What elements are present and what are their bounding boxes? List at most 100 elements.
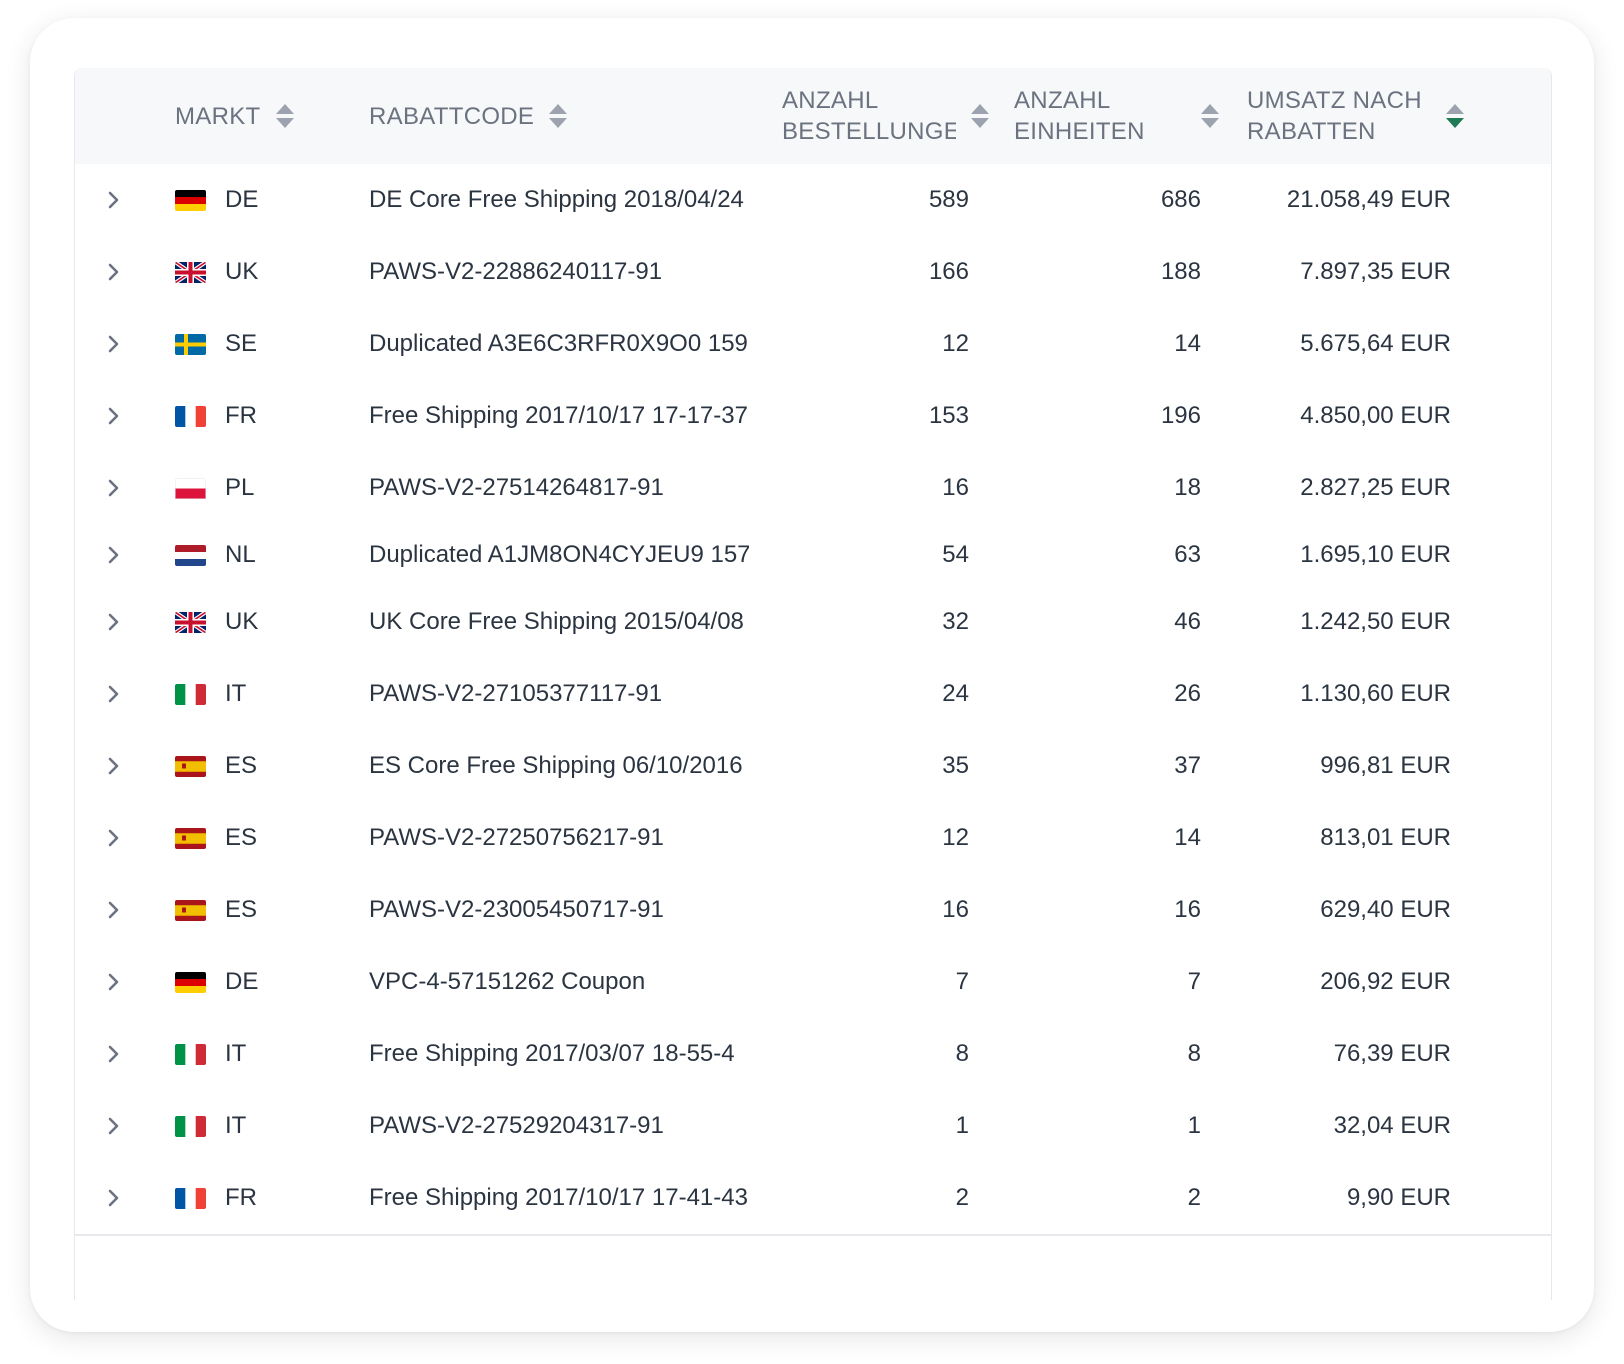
flag-nl-icon <box>175 544 206 566</box>
flag-uk-icon <box>175 611 206 633</box>
order-count: 166 <box>928 258 969 285</box>
expand-row-chevron-icon[interactable] <box>103 874 123 946</box>
revenue-after-discounts: 1.130,60 EUR <box>1300 680 1451 707</box>
flag-de-icon <box>175 971 206 993</box>
revenue-after-discounts: 21.058,49 EUR <box>1286 186 1451 213</box>
unit-count: 37 <box>1174 752 1201 779</box>
discount-code: PAWS-V2-27529204317-91 <box>369 1112 664 1139</box>
expand-row-chevron-icon[interactable] <box>103 802 123 874</box>
table-row[interactable]: IT PAWS-V2-27529204317-91 1 1 32,04 EUR <box>75 1090 1551 1164</box>
sort-descending-icon[interactable] <box>1445 103 1465 129</box>
country-flag-icon <box>175 380 207 452</box>
unit-count: 14 <box>1174 824 1201 851</box>
column-header-label-line: RABATTEN <box>1247 118 1376 145</box>
unit-count: 18 <box>1174 474 1201 501</box>
expand-row-chevron-icon[interactable] <box>103 236 123 308</box>
flag-fr-icon <box>175 405 206 427</box>
column-header-label: UMSATZ NACH RABATTEN <box>1247 85 1431 147</box>
order-count: 16 <box>942 474 969 501</box>
unit-count: 686 <box>1160 186 1201 213</box>
order-count: 589 <box>928 186 969 213</box>
country-flag-icon <box>175 658 207 730</box>
country-flag-icon <box>175 946 207 1018</box>
discount-code: Duplicated A3E6C3RFR0X9O0 159 <box>369 330 748 357</box>
table-row[interactable]: UK UK Core Free Shipping 2015/04/08 32 46 1.… <box>75 586 1551 660</box>
country-flag-icon <box>175 236 207 308</box>
table-row[interactable]: FR Free Shipping 2017/10/17 17-41-43 2 2 9,9… <box>75 1162 1551 1236</box>
table-row[interactable]: IT PAWS-V2-27105377117-91 24 26 1.130,60 EUR <box>75 658 1551 732</box>
country-flag-icon <box>175 1090 207 1162</box>
flag-it-icon <box>175 1043 206 1065</box>
table-row[interactable]: FR Free Shipping 2017/10/17 17-17-37 153 19… <box>75 380 1551 454</box>
unit-count: 196 <box>1160 402 1201 429</box>
flag-pl-icon <box>175 477 206 499</box>
expand-row-chevron-icon[interactable] <box>103 730 123 802</box>
table-header: MARKT RABATTCODE ANZAHL BESTELLUNGEN ANZAHL E… <box>75 68 1551 165</box>
discount-code: DE Core Free Shipping 2018/04/24 <box>369 186 744 213</box>
expand-row-chevron-icon[interactable] <box>103 452 123 524</box>
market-code: ES <box>225 824 258 851</box>
table-row[interactable]: UK PAWS-V2-22886240117-91 166 188 7.897,35 E… <box>75 236 1551 310</box>
column-header-umsatz[interactable]: UMSATZ NACH RABATTEN <box>1247 68 1475 164</box>
market-code: ES <box>225 896 258 923</box>
order-count: 7 <box>955 968 969 995</box>
expand-row-chevron-icon[interactable] <box>103 658 123 730</box>
column-header-markt[interactable]: MARKT <box>175 68 325 164</box>
table-row[interactable]: DE DE Core Free Shipping 2018/04/24 589 686… <box>75 164 1551 238</box>
discount-code: PAWS-V2-27514264817-91 <box>369 474 664 501</box>
table-row[interactable]: ES PAWS-V2-27250756217-91 12 14 813,01 EUR <box>75 802 1551 876</box>
expand-row-chevron-icon[interactable] <box>103 380 123 452</box>
expand-row-chevron-icon[interactable] <box>103 586 123 658</box>
column-header-bestellungen[interactable]: ANZAHL BESTELLUNGEN <box>782 68 992 164</box>
expand-row-chevron-icon[interactable] <box>103 1090 123 1162</box>
discount-code: PAWS-V2-22886240117-91 <box>369 258 663 285</box>
discount-code: Duplicated A1JM8ON4CYJEU9 157 <box>369 541 749 568</box>
column-header-einheiten[interactable]: ANZAHL EINHEITEN <box>1014 68 1224 164</box>
column-header-label-line: UMSATZ NACH <box>1247 87 1422 114</box>
table-row[interactable]: NL Duplicated A1JM8ON4CYJEU9 157 54 63 1.695… <box>75 524 1551 588</box>
market-code: IT <box>225 1040 247 1067</box>
market-code: IT <box>225 1112 247 1139</box>
table-row[interactable]: SE Duplicated A3E6C3RFR0X9O0 159 12 14 5.675… <box>75 308 1551 382</box>
country-flag-icon <box>175 874 207 946</box>
country-flag-icon <box>175 164 207 236</box>
expand-row-chevron-icon[interactable] <box>103 164 123 236</box>
country-flag-icon <box>175 524 207 586</box>
sort-icon[interactable] <box>548 103 568 129</box>
market-code: FR <box>225 1184 257 1211</box>
expand-row-chevron-icon[interactable] <box>103 946 123 1018</box>
sort-icon[interactable] <box>275 103 295 129</box>
table-row[interactable]: ES PAWS-V2-23005450717-91 16 16 629,40 EUR <box>75 874 1551 948</box>
flag-de-icon <box>175 189 206 211</box>
flag-es-icon <box>175 827 206 849</box>
discount-code: Free Shipping 2017/10/17 17-17-37 <box>369 402 748 429</box>
expand-row-chevron-icon[interactable] <box>103 1018 123 1090</box>
country-flag-icon <box>175 730 207 802</box>
sort-icon[interactable] <box>970 103 990 129</box>
unit-count: 7 <box>1187 968 1201 995</box>
column-header-label-line: MARKT <box>175 102 261 130</box>
revenue-after-discounts: 996,81 EUR <box>1320 752 1451 779</box>
table-row[interactable]: ES ES Core Free Shipping 06/10/2016 35 37 99… <box>75 730 1551 804</box>
flag-uk-icon <box>175 261 206 283</box>
country-flag-icon <box>175 452 207 524</box>
expand-row-chevron-icon[interactable] <box>103 524 123 586</box>
table-row[interactable]: IT Free Shipping 2017/03/07 18-55-4 8 8 76,3… <box>75 1018 1551 1092</box>
expand-row-chevron-icon[interactable] <box>103 308 123 380</box>
column-header-rabattcode[interactable]: RABATTCODE <box>369 68 589 164</box>
table-row[interactable]: DE VPC-4-57151262 Coupon 7 7 206,92 EUR <box>75 946 1551 1020</box>
market-code: PL <box>225 474 255 501</box>
sort-icon[interactable] <box>1200 103 1220 129</box>
discount-table-card: MARKT RABATTCODE ANZAHL BESTELLUNGEN ANZAHL E… <box>30 18 1594 1332</box>
table-row[interactable]: PL PAWS-V2-27514264817-91 16 18 2.827,25 EUR <box>75 452 1551 526</box>
revenue-after-discounts: 76,39 EUR <box>1333 1040 1451 1067</box>
unit-count: 14 <box>1174 330 1201 357</box>
unit-count: 8 <box>1187 1040 1201 1067</box>
revenue-after-discounts: 4.850,00 EUR <box>1300 402 1451 429</box>
order-count: 153 <box>928 402 969 429</box>
discount-codes-table: MARKT RABATTCODE ANZAHL BESTELLUNGEN ANZAHL E… <box>74 68 1552 1300</box>
expand-row-chevron-icon[interactable] <box>103 1162 123 1234</box>
country-flag-icon <box>175 586 207 658</box>
revenue-after-discounts: 813,01 EUR <box>1320 824 1451 851</box>
market-code: DE <box>225 186 259 213</box>
